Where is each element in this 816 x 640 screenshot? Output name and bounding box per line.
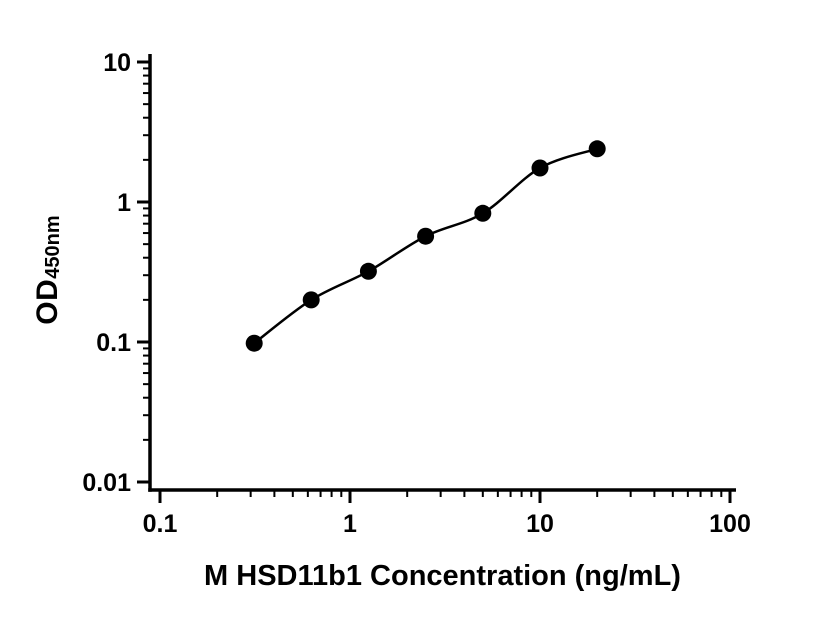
x-tick-label: 100 xyxy=(709,510,751,538)
data-point xyxy=(245,334,263,352)
data-point xyxy=(302,291,320,309)
data-point xyxy=(588,140,606,158)
data-point xyxy=(474,204,492,222)
y-axis-title-text: OD xyxy=(31,278,64,325)
x-tick-label: 10 xyxy=(526,510,554,538)
y-tick-label: 10 xyxy=(103,49,131,77)
data-point xyxy=(417,227,435,245)
fit-curve xyxy=(253,147,598,345)
y-axis-title-subscript: 450nm xyxy=(42,215,64,279)
y-tick-label: 1 xyxy=(117,189,131,217)
y-tick-label: 0.01 xyxy=(82,469,131,497)
x-tick-label: 1 xyxy=(343,510,357,538)
y-axis-title: OD 450nm xyxy=(28,190,68,350)
x-tick-label: 0.1 xyxy=(143,510,178,538)
y-tick-label: 0.1 xyxy=(96,329,131,357)
data-point xyxy=(531,159,549,177)
x-axis-title: M HSD11b1 Concentration (ng/mL) xyxy=(204,560,681,592)
data-point xyxy=(359,262,377,280)
